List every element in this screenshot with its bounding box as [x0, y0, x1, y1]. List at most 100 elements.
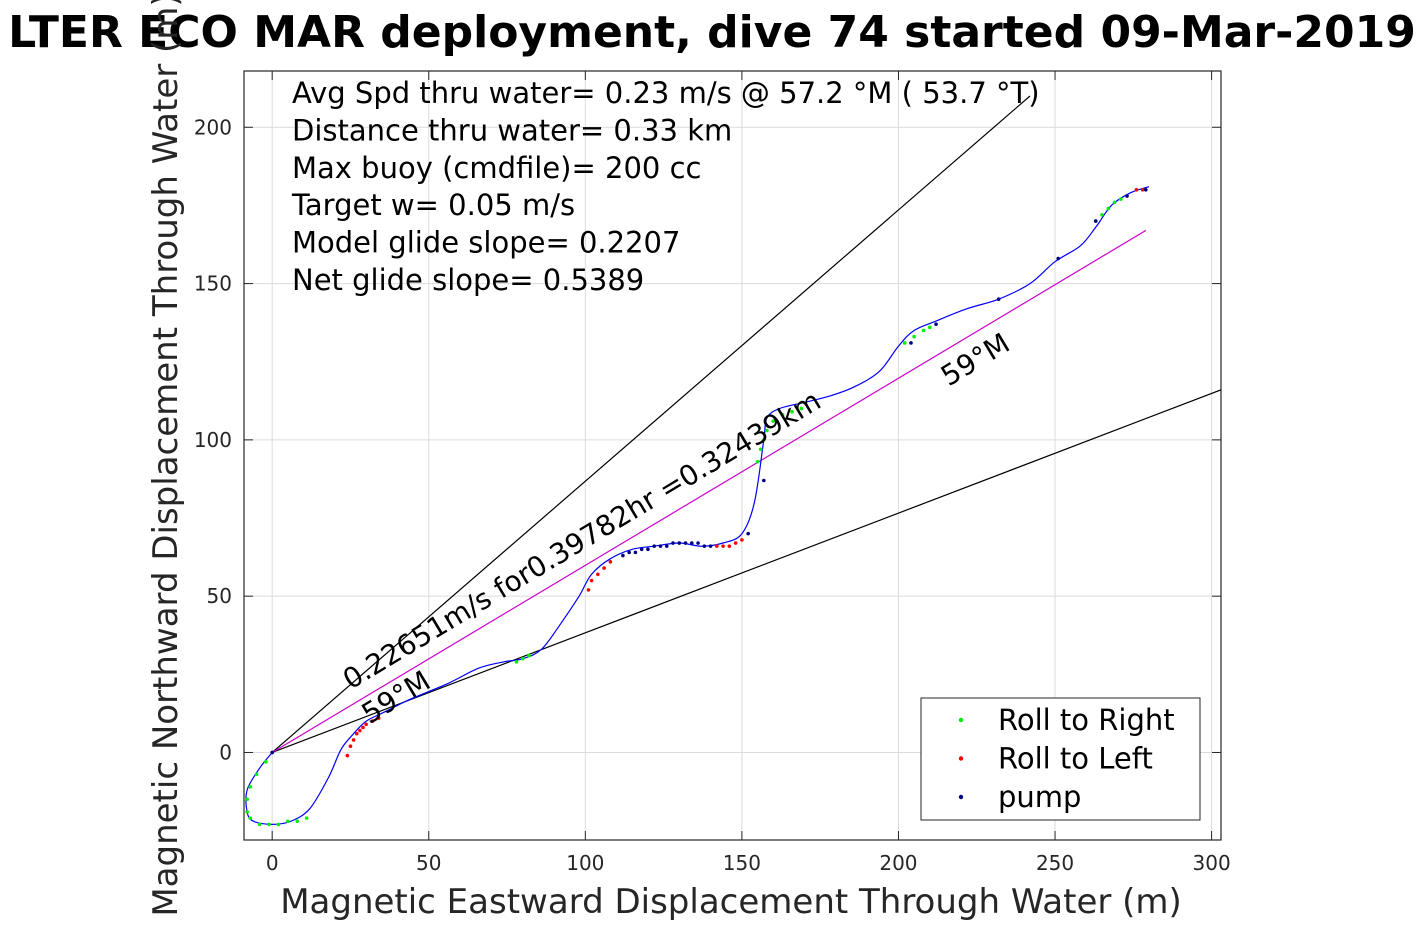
point-pump-5 — [646, 547, 650, 552]
legend-marker-2 — [958, 794, 964, 800]
point-roll-to-left-13 — [608, 559, 613, 564]
point-roll-to-right-11 — [304, 816, 309, 820]
point-pump-9 — [671, 541, 675, 545]
y-axis-label: Magnetic Northward Displacement Through … — [146, 0, 186, 917]
point-roll-to-left-7 — [370, 719, 375, 724]
point-pump-21 — [1056, 256, 1060, 261]
point-roll-to-left-17 — [733, 541, 738, 545]
info-line-0: Avg Spd thru water= 0.23 m/s @ 57.2 °M (… — [292, 76, 1040, 110]
x-tick-label-6: 300 — [1193, 851, 1231, 875]
point-roll-to-left-10 — [589, 578, 594, 583]
grid-lines — [244, 71, 1221, 840]
info-line-2: Max buoy (cmdfile)= 200 cc — [292, 151, 701, 185]
point-pump-8 — [664, 544, 669, 548]
data-points — [245, 187, 1148, 827]
point-roll-to-left-15 — [721, 544, 725, 548]
point-pump-6 — [652, 544, 657, 548]
point-roll-to-left-8 — [376, 716, 381, 720]
point-roll-to-right-10 — [295, 819, 300, 824]
point-roll-to-left-5 — [361, 725, 365, 730]
reference-line-upper-bound — [271, 95, 1031, 753]
point-pump-11 — [683, 541, 688, 545]
point-roll-to-right-15 — [755, 459, 760, 464]
point-pump-1 — [621, 553, 625, 558]
x-tick-label-5: 250 — [1036, 851, 1074, 875]
y-tick-label-4: 200 — [194, 115, 232, 139]
point-pump-17 — [762, 478, 766, 483]
point-roll-to-right-2 — [248, 785, 253, 789]
point-roll-to-right-16 — [758, 447, 763, 452]
point-roll-to-right-31 — [1118, 197, 1123, 201]
point-pump-15 — [708, 544, 713, 548]
point-roll-to-left-3 — [354, 731, 359, 736]
legend-marker-1 — [958, 756, 964, 761]
point-roll-to-right-12 — [514, 660, 519, 664]
point-roll-to-right-6 — [257, 822, 262, 827]
point-pump-16 — [746, 531, 750, 536]
point-roll-to-right-13 — [520, 656, 525, 661]
point-roll-to-left-4 — [358, 728, 362, 733]
point-roll-to-right-24 — [912, 334, 916, 339]
point-roll-to-left-9 — [586, 588, 591, 592]
x-axis-label: Magnetic Eastward Displacement Through W… — [280, 882, 1182, 922]
point-roll-to-right-7 — [267, 822, 271, 827]
point-roll-to-left-18 — [740, 538, 744, 542]
point-roll-to-right-4 — [245, 810, 249, 814]
point-roll-to-right-29 — [1106, 206, 1111, 211]
point-roll-to-right-20 — [780, 413, 785, 417]
point-roll-to-right-22 — [799, 406, 804, 411]
point-roll-to-left-6 — [364, 722, 368, 727]
point-pump-14 — [702, 544, 707, 548]
point-pump-20 — [996, 297, 1001, 301]
info-line-3: Target w= 0.05 m/s — [291, 188, 575, 222]
info-line-5: Net glide slope= 0.5389 — [292, 263, 644, 297]
chart-title: LTER ECO MAR deployment, dive 74 started… — [8, 7, 1416, 58]
legend-label-2: pump — [998, 780, 1081, 814]
point-roll-to-left-19 — [1134, 187, 1139, 192]
point-roll-to-left-0 — [345, 753, 350, 758]
point-pump-2 — [627, 550, 631, 555]
point-roll-to-right-19 — [771, 419, 776, 423]
x-tick-label-3: 150 — [723, 851, 761, 875]
info-line-1: Distance thru water= 0.33 km — [292, 113, 732, 147]
point-roll-to-right-0 — [264, 760, 268, 764]
legend-box — [920, 697, 1201, 821]
reference-line-lower-bound — [271, 389, 1221, 754]
point-roll-to-left-16 — [727, 544, 732, 548]
reference-line-heading-59M — [271, 229, 1147, 753]
point-roll-to-right-25 — [921, 328, 926, 333]
point-pump-13 — [696, 541, 700, 545]
info-text-block: Avg Spd thru water= 0.23 m/s @ 57.2 °M (… — [291, 76, 1040, 297]
legend-marker-0 — [958, 717, 964, 723]
axis-ticks: 0 50 100 150 200 250 300 0 50 100 150 200 — [194, 71, 1231, 875]
point-roll-to-left-12 — [602, 566, 606, 570]
x-tick-label-1: 50 — [416, 851, 441, 875]
point-pump-18 — [909, 341, 913, 345]
point-pump-23 — [1125, 194, 1129, 198]
point-roll-to-right-23 — [902, 341, 907, 345]
point-roll-to-right-18 — [765, 428, 769, 433]
point-pump-24 — [1144, 187, 1148, 192]
point-roll-to-left-2 — [351, 738, 356, 742]
point-roll-to-right-28 — [1100, 212, 1104, 217]
point-roll-to-right-1 — [254, 772, 259, 777]
info-line-4: Model glide slope= 0.2207 — [292, 226, 680, 260]
point-pump-22 — [1093, 219, 1098, 223]
y-tick-label-0: 0 — [219, 740, 232, 764]
legend: Roll to Right Roll to Left pump — [920, 697, 1201, 821]
y-tick-label-3: 150 — [194, 272, 232, 296]
point-roll-to-left-1 — [348, 744, 353, 749]
point-pump-7 — [658, 544, 663, 548]
point-roll-to-left-11 — [596, 572, 600, 577]
plot-frame — [243, 70, 1222, 841]
point-roll-to-right-8 — [276, 822, 281, 827]
point-pump-3 — [633, 550, 638, 555]
x-tick-label-2: 100 — [566, 851, 604, 875]
point-pump-0 — [270, 750, 274, 755]
point-roll-to-right-21 — [790, 409, 794, 414]
point-pump-4 — [639, 547, 644, 552]
x-tick-label-4: 200 — [879, 851, 917, 875]
point-roll-to-right-17 — [762, 438, 766, 442]
point-roll-to-left-14 — [715, 544, 719, 548]
